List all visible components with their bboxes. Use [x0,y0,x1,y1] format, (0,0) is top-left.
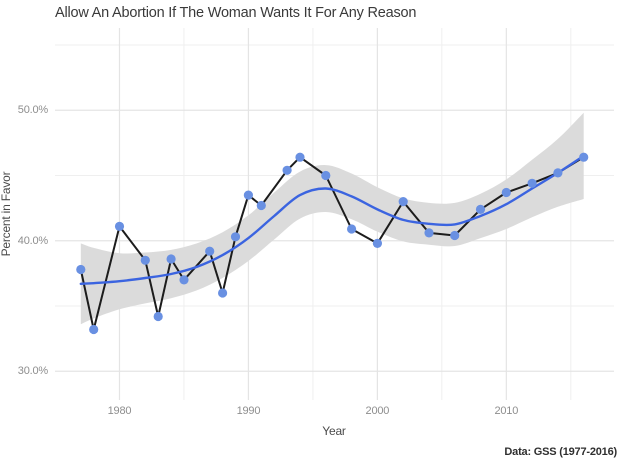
x-tick-label: 2000 [365,405,390,417]
data-point [475,204,486,214]
data-point [230,232,241,242]
data-point [579,152,589,162]
x-tick-label: 1980 [107,405,132,417]
data-point [243,190,253,200]
data-point [256,200,266,211]
data-point [166,254,176,264]
data-point [450,230,460,241]
x-tick-label: 1990 [236,405,261,417]
data-point [179,275,189,285]
chart-caption: Data: GSS (1977-2016) [504,446,617,458]
data-point [140,255,150,265]
data-point [282,165,292,175]
data-point [153,311,163,322]
x-axis-title: Year [322,424,346,438]
data-point [295,152,305,162]
confidence-band [80,112,584,325]
data-point [527,178,537,188]
chart-title: Allow An Abortion If The Woman Wants It … [55,5,417,21]
data-point [553,168,563,178]
y-axis-title: Percent in Favor [0,171,13,257]
data-point [205,246,215,256]
data-point [76,264,86,275]
y-tick-label: 30.0% [17,365,48,378]
data-point [218,288,228,298]
data-point [89,324,99,335]
data-point [321,170,331,181]
data-point [501,187,511,198]
y-tick-label: 40.0% [17,234,48,247]
data-point [424,228,434,238]
smooth-line [79,154,585,285]
data-point [114,221,125,231]
data-point [347,224,357,234]
data-point [372,238,382,248]
y-tick-label: 50.0% [17,104,48,117]
data-point [398,197,408,207]
x-tick-label: 2010 [494,405,519,417]
